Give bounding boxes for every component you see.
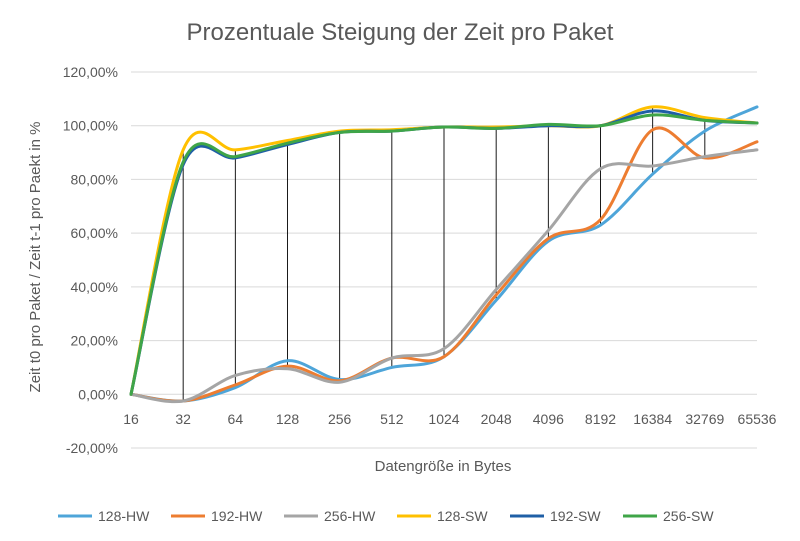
legend-item: 192-HW [171,508,263,524]
x-tick-label: 512 [380,411,404,427]
x-tick-label: 8192 [585,411,616,427]
x-tick-label: 256 [328,411,352,427]
x-tick-label: 128 [276,411,300,427]
y-axis-tick-labels: -20,00% 0,00% 20,00% 40,00% 60,00% 80,00% 100,… [63,64,118,456]
drop-lines [182,106,706,401]
y-tick-label: 20,00% [71,333,118,349]
legend-item: 128-SW [397,508,488,524]
x-axis-tick-labels: 16 32 64 128 256 512 1024 2048 4096 8192 16384 3276… [123,411,776,427]
legend-item: 192-SW [510,508,601,524]
x-tick-label: 2048 [481,411,512,427]
x-tick-label: 65536 [738,411,777,427]
legend-label: 256-HW [324,508,376,524]
y-axis-label: Zeit t0 pro Paket / Zeit t-1 pro Paekt i… [27,122,44,393]
x-tick-label: 16 [123,411,139,427]
legend-label: 256-SW [663,508,714,524]
x-tick-label: 1024 [428,411,459,427]
x-tick-label: 32769 [685,411,724,427]
x-tick-label: 16384 [633,411,672,427]
series-line-256-hw [129,148,759,404]
legend-item: 256-SW [623,508,714,524]
y-tick-label: 40,00% [71,279,118,295]
legend-item: 128-HW [58,508,150,524]
x-tick-label: 64 [228,411,244,427]
x-tick-label: 32 [175,411,191,427]
y-tick-label: 60,00% [71,225,118,241]
legend-label: 128-SW [437,508,488,524]
legend-label: 192-HW [211,508,263,524]
y-tick-label: 80,00% [71,171,118,187]
legend-label: 128-HW [98,508,150,524]
x-tick-label: 4096 [533,411,564,427]
series-line-256-sw [129,113,759,396]
y-tick-label: 120,00% [63,64,118,80]
legend: 128-HW 192-HW 256-HW 128-SW 192-SW 256-SW [58,508,714,524]
x-axis-label: Datengröße in Bytes [375,458,512,475]
y-tick-label: 100,00% [63,118,118,134]
legend-label: 192-SW [550,508,601,524]
series-line-192-hw [129,126,759,403]
y-tick-label: -20,00% [66,440,118,456]
y-tick-label: 0,00% [78,386,118,402]
chart-title: Prozentuale Steigung der Zeit pro Paket [187,19,614,46]
series-lines [129,105,759,404]
legend-item: 256-HW [284,508,376,524]
